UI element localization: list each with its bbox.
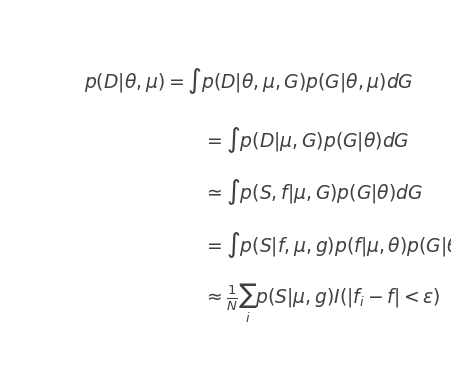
Text: $\simeq \int p(S,f|\mu,G)p(G|\theta)dG$: $\simeq \int p(S,f|\mu,G)p(G|\theta)dG$: [203, 178, 423, 207]
Text: $= \int p(D|\mu,G)p(G|\theta)dG$: $= \int p(D|\mu,G)p(G|\theta)dG$: [203, 125, 410, 155]
Text: $= \int p(S|f,\mu,g)p(f|\mu,\theta)p(G|\theta)dG$: $= \int p(S|f,\mu,g)p(f|\mu,\theta)p(G|\…: [203, 230, 451, 260]
Text: $\approx \frac{1}{N}\sum_{i} p(S|\mu,g)I(|f_i - f| < \varepsilon)$: $\approx \frac{1}{N}\sum_{i} p(S|\mu,g)I…: [203, 282, 440, 325]
Text: $p(D|\theta,\mu) = \int p(D|\theta,\mu,G)p(G|\theta,\mu)dG$: $p(D|\theta,\mu) = \int p(D|\theta,\mu,G…: [84, 66, 414, 96]
